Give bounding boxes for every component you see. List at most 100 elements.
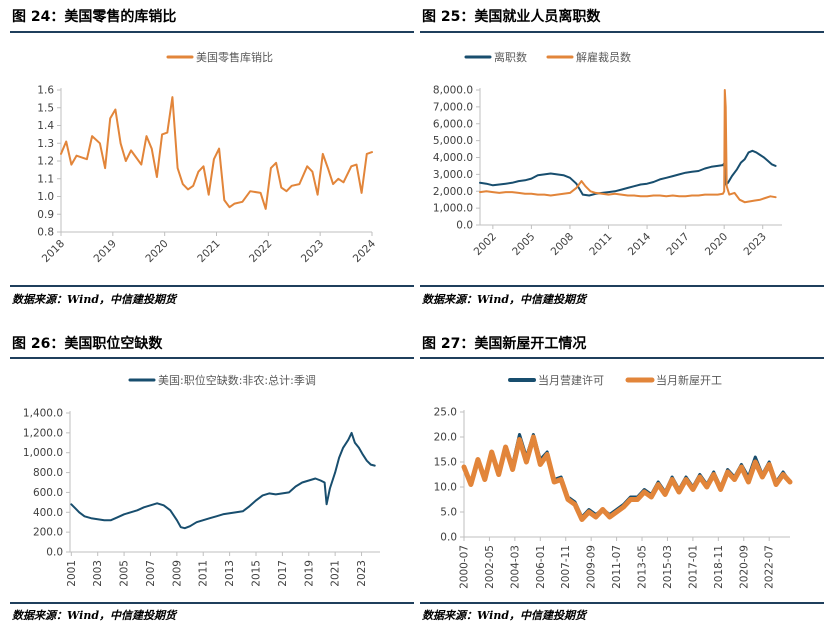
legend-label: 当月新屋开工 xyxy=(656,373,722,387)
x-tick-label: 2011-07 xyxy=(611,545,623,589)
x-tick-label: 2003 xyxy=(92,560,104,587)
x-tick-label: 2011 xyxy=(198,560,210,587)
x-tick-label: 2011 xyxy=(587,231,614,258)
y-tick-label: 0.8 xyxy=(37,227,54,239)
y-tick-label: 5.0 xyxy=(440,507,457,519)
y-tick-label: 8,000.0 xyxy=(433,85,473,97)
y-tick-label: 0.0 xyxy=(46,547,63,559)
legend-label: 美国:职位空缺数:非农:总计:季调 xyxy=(158,373,316,387)
source-rule xyxy=(420,285,824,287)
x-tick-label: 2006-01 xyxy=(535,545,547,589)
y-tick-label: 15.0 xyxy=(434,457,457,469)
legend-label: 解雇裁员数 xyxy=(576,50,631,64)
x-tick-label: 2001 xyxy=(66,560,78,587)
source-note: 数据来源：Wind，中信建投期货 xyxy=(12,293,177,306)
title-rule xyxy=(420,357,824,359)
chart-title: 图 27：美国新屋开工情况 xyxy=(422,336,587,352)
x-tick-label: 2017-01 xyxy=(687,545,699,589)
y-tick-label: 6,000.0 xyxy=(433,118,473,130)
source-note: 数据来源：Wind，中信建投期货 xyxy=(422,293,587,306)
chart-housing-starts: 0.0 5.0 10.0 15.0 20.0 25.0 2000-07 2002-05 2004… xyxy=(434,373,793,589)
y-tick-label: 0.0 xyxy=(456,220,473,232)
source-rule xyxy=(10,602,414,604)
x-tick-label: 2017 xyxy=(664,231,691,258)
x-tick-label: 2018 xyxy=(40,238,67,265)
x-tick-label: 2015-03 xyxy=(662,545,674,589)
y-tick-label: 7,000.0 xyxy=(433,101,473,113)
legend-label: 当月营建许可 xyxy=(538,373,604,387)
y-tick-label: 1,400.0 xyxy=(23,408,63,420)
chart-title: 图 25：美国就业人员离职数 xyxy=(422,9,601,25)
x-tick-label: 2007-11 xyxy=(560,545,572,589)
x-tick-label: 2009 xyxy=(171,560,183,587)
title-rule xyxy=(10,357,414,359)
y-tick-label: 1.4 xyxy=(37,120,54,132)
source-note: 数据来源：Wind，中信建投期货 xyxy=(12,609,177,622)
y-tick-label: 1.5 xyxy=(37,102,54,114)
series-line xyxy=(60,96,373,210)
x-tick-label: 2015 xyxy=(251,560,263,587)
x-tick-label: 2021 xyxy=(330,560,342,587)
x-tick-label: 2023 xyxy=(299,238,326,265)
x-tick-label: 2013-05 xyxy=(637,545,649,589)
x-tick-label: 2022-07 xyxy=(764,545,776,589)
y-tick-label: 1,000.0 xyxy=(23,447,63,459)
series-line xyxy=(461,434,793,522)
x-tick-label: 2002-05 xyxy=(484,545,496,589)
x-tick-label: 2018-11 xyxy=(713,545,725,589)
x-tick-label: 2023 xyxy=(356,560,368,587)
chart-job-openings: 0.0 200.0 400.0 600.0 800.0 1,000.0 1,200.0 1,4… xyxy=(23,373,380,587)
series-line xyxy=(70,431,376,530)
x-tick-label: 2013 xyxy=(224,560,236,587)
series-line xyxy=(479,89,777,204)
y-tick-label: 25.0 xyxy=(434,407,457,419)
y-tick-label: 1.0 xyxy=(37,191,54,203)
y-tick-label: 2,000.0 xyxy=(433,186,473,198)
source-rule xyxy=(420,602,824,604)
y-tick-label: 800.0 xyxy=(33,467,63,479)
chart-title: 图 24：美国零售的库销比 xyxy=(12,9,177,25)
y-tick-label: 10.0 xyxy=(434,482,457,494)
x-tick-label: 2014 xyxy=(626,230,654,258)
y-tick-label: 1.3 xyxy=(37,138,54,150)
chart-title: 图 26：美国职位空缺数 xyxy=(12,336,163,352)
x-tick-label: 2004-03 xyxy=(509,545,521,589)
x-tick-label: 2022 xyxy=(247,238,274,265)
y-tick-label: 1.1 xyxy=(37,173,54,185)
legend-label: 离职数 xyxy=(494,50,527,64)
y-tick-label: 5,000.0 xyxy=(433,135,473,147)
source-note: 数据来源：Wind，中信建投期货 xyxy=(422,609,587,622)
x-tick-label: 2019 xyxy=(303,560,315,587)
y-tick-label: 3,000.0 xyxy=(433,169,473,181)
x-tick-label: 2023 xyxy=(741,231,768,258)
y-tick-label: 4,000.0 xyxy=(433,152,473,164)
title-rule xyxy=(10,31,414,33)
x-tick-label: 2005 xyxy=(119,560,131,587)
chart-retail-inventory-sales: 0.8 0.9 1.0 1.1 1.2 1.3 1.4 1.5 1.6 2018 2019 2020 2… xyxy=(37,50,378,265)
panel-job-openings: 图 26：美国职位空缺数 0.0 200.0 400.0 600.0 800.0 1,00… xyxy=(10,330,414,630)
y-tick-label: 1.6 xyxy=(37,85,54,97)
source-rule xyxy=(10,285,414,287)
x-tick-label: 2020-09 xyxy=(738,545,750,589)
x-tick-label: 2005 xyxy=(510,231,537,258)
x-tick-label: 2017 xyxy=(277,560,289,587)
y-tick-label: 0.9 xyxy=(37,209,54,221)
y-tick-label: 1,000.0 xyxy=(433,203,473,215)
y-tick-label: 20.0 xyxy=(434,432,457,444)
x-tick-label: 2000-07 xyxy=(459,545,471,589)
panel-retail-inventory-sales: 图 24：美国零售的库销比 0.8 0.9 1.0 1.1 1.2 1.3 1.4 1.5 1.… xyxy=(10,0,414,310)
y-tick-label: 0.0 xyxy=(440,532,457,544)
panel-employment-separations: 图 25：美国就业人员离职数 0.0 1,000.0 2,000.0 3,000.0 4… xyxy=(420,0,824,310)
x-tick-label: 2007 xyxy=(145,560,157,587)
y-tick-label: 1,200.0 xyxy=(23,427,63,439)
chart-employment-separations: 0.0 1,000.0 2,000.0 3,000.0 4,000.0 5,000.0 6,… xyxy=(433,50,782,258)
y-tick-label: 600.0 xyxy=(33,487,63,499)
title-rule xyxy=(420,31,824,33)
series-line xyxy=(479,149,777,197)
x-tick-label: 2019 xyxy=(92,238,119,265)
x-tick-label: 2021 xyxy=(195,238,222,265)
y-tick-label: 200.0 xyxy=(33,527,63,539)
x-tick-label: 2008 xyxy=(549,231,576,258)
panel-housing-starts: 图 27：美国新屋开工情况 0.0 5.0 10.0 15.0 20.0 25.0 2000… xyxy=(420,330,824,630)
x-tick-label: 2020 xyxy=(703,231,730,258)
